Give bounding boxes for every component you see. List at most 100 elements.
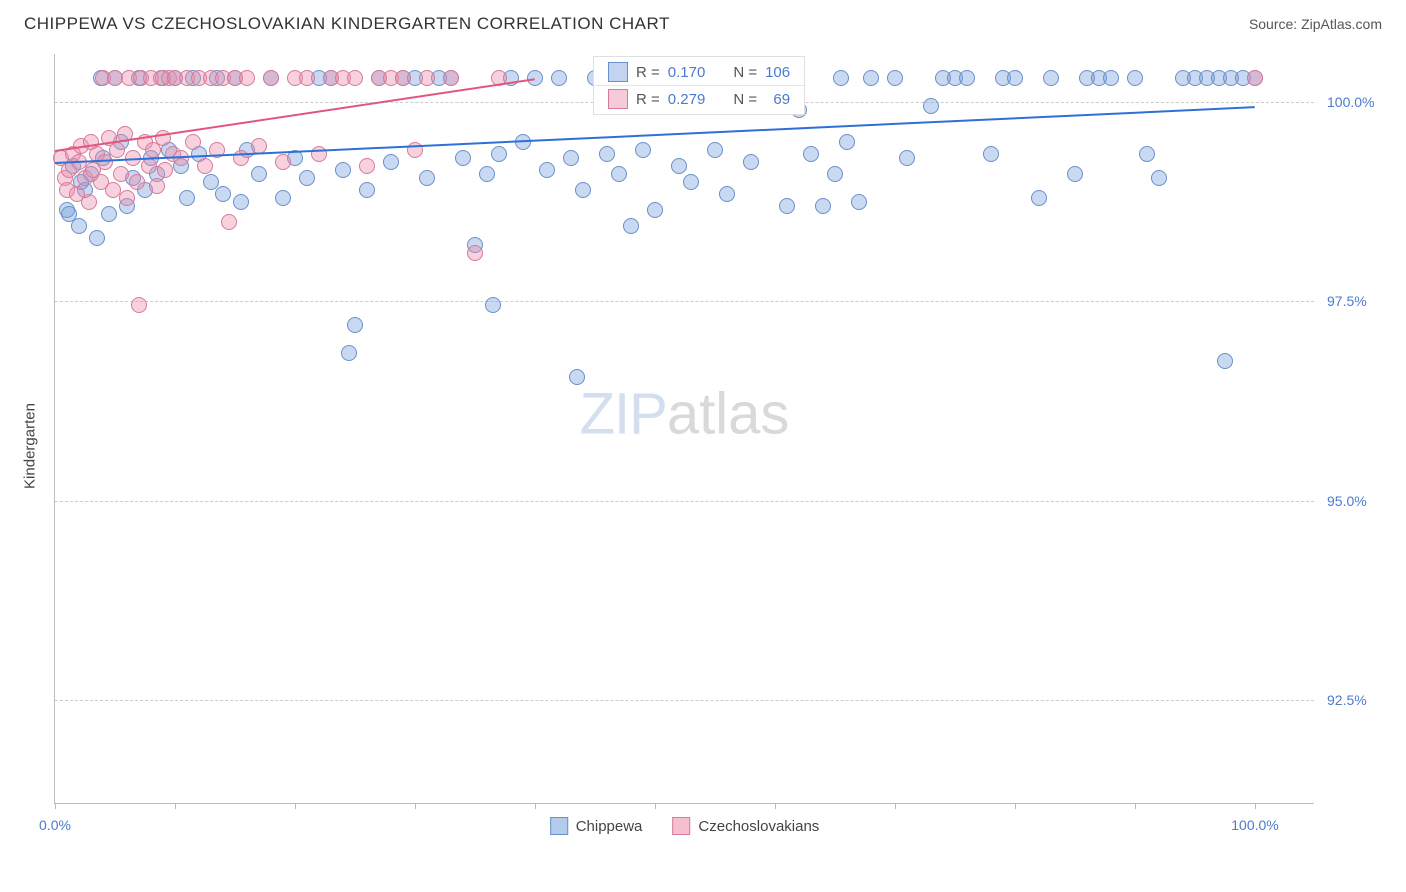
scatter-point (1127, 70, 1143, 86)
scatter-point (1103, 70, 1119, 86)
scatter-point (275, 154, 291, 170)
scatter-point (197, 158, 213, 174)
x-tick-label: 0.0% (39, 817, 71, 833)
y-axis-title: Kindergarten (22, 403, 39, 489)
scatter-point (551, 70, 567, 86)
scatter-point (479, 166, 495, 182)
scatter-point (101, 206, 117, 222)
scatter-point (1139, 146, 1155, 162)
scatter-point (299, 170, 315, 186)
legend-r-label: R = (636, 91, 660, 108)
x-tick (55, 803, 56, 809)
scatter-point (887, 70, 903, 86)
scatter-point (683, 174, 699, 190)
scatter-point (1031, 190, 1047, 206)
scatter-point (215, 186, 231, 202)
scatter-point (851, 194, 867, 210)
scatter-point (347, 317, 363, 333)
scatter-point (221, 214, 237, 230)
scatter-point (443, 70, 459, 86)
scatter-point (119, 190, 135, 206)
scatter-point (359, 182, 375, 198)
scatter-point (113, 166, 129, 182)
scatter-point (671, 158, 687, 174)
scatter-point (647, 202, 663, 218)
y-tick-label: 100.0% (1327, 94, 1374, 110)
scatter-point (923, 98, 939, 114)
scatter-point (1043, 70, 1059, 86)
scatter-point (839, 134, 855, 150)
legend-swatch (672, 817, 690, 835)
chart-title: CHIPPEWA VS CZECHOSLOVAKIAN KINDERGARTEN… (24, 14, 670, 34)
series-legend: Chippewa Czechoslovakians (550, 817, 820, 835)
chart-source: Source: ZipAtlas.com (1249, 16, 1382, 32)
scatter-point (71, 218, 87, 234)
scatter-point (569, 369, 585, 385)
stats-legend-row: R = 0.279N = 69 (594, 86, 804, 112)
scatter-point (141, 158, 157, 174)
watermark-atlas: atlas (667, 381, 790, 446)
scatter-point (563, 150, 579, 166)
scatter-point (1247, 70, 1263, 86)
y-tick-label: 97.5% (1327, 293, 1367, 309)
x-tick (1255, 803, 1256, 809)
y-tick-label: 95.0% (1327, 493, 1367, 509)
scatter-point (179, 190, 195, 206)
scatter-point (599, 146, 615, 162)
scatter-point (131, 297, 147, 313)
trend-line (55, 78, 535, 152)
scatter-point (623, 218, 639, 234)
y-tick-label: 92.5% (1327, 692, 1367, 708)
x-tick (1015, 803, 1016, 809)
x-tick (175, 803, 176, 809)
series-legend-label: Czechoslovakians (698, 818, 819, 835)
x-tick (415, 803, 416, 809)
scatter-point (239, 70, 255, 86)
gridline (55, 700, 1314, 701)
scatter-point (341, 345, 357, 361)
x-tick (535, 803, 536, 809)
scatter-point (383, 154, 399, 170)
legend-r-label: R = (636, 64, 660, 81)
legend-r-value: 0.279 (668, 91, 706, 108)
scatter-point (1151, 170, 1167, 186)
scatter-point (149, 178, 165, 194)
source-prefix: Source: (1249, 16, 1301, 32)
scatter-point (81, 194, 97, 210)
scatter-point (899, 150, 915, 166)
scatter-point (611, 166, 627, 182)
scatter-point (1217, 353, 1233, 369)
scatter-point (89, 230, 105, 246)
scatter-point (275, 190, 291, 206)
scatter-point (299, 70, 315, 86)
chart-header: CHIPPEWA VS CZECHOSLOVAKIAN KINDERGARTEN… (0, 0, 1406, 44)
x-tick-label: 100.0% (1231, 817, 1278, 833)
chart-container: ZIPatlas 92.5%95.0%97.5%100.0%0.0%100.0%… (54, 54, 1314, 804)
stats-legend-row: R = 0.170 N = 106 (594, 59, 804, 86)
scatter-point (575, 182, 591, 198)
scatter-point (833, 70, 849, 86)
stats-legend: R = 0.170N = 106R = 0.279N = 69 (593, 56, 805, 115)
scatter-point (185, 134, 201, 150)
scatter-point (1067, 166, 1083, 182)
legend-n-label: N = (733, 91, 757, 108)
scatter-point (129, 174, 145, 190)
legend-r-value: 0.170 (668, 64, 706, 81)
scatter-point (311, 146, 327, 162)
x-tick (775, 803, 776, 809)
scatter-point (419, 170, 435, 186)
legend-swatch (608, 62, 628, 82)
gridline (55, 301, 1314, 302)
scatter-point (743, 154, 759, 170)
scatter-point (233, 194, 249, 210)
legend-n-label: N = (733, 64, 757, 81)
scatter-point (779, 198, 795, 214)
legend-n-value: 106 (765, 64, 790, 81)
series-legend-item: Chippewa (550, 817, 643, 835)
scatter-point (491, 146, 507, 162)
gridline (55, 501, 1314, 502)
scatter-point (485, 297, 501, 313)
scatter-point (863, 70, 879, 86)
series-legend-item: Czechoslovakians (672, 817, 819, 835)
scatter-point (959, 70, 975, 86)
